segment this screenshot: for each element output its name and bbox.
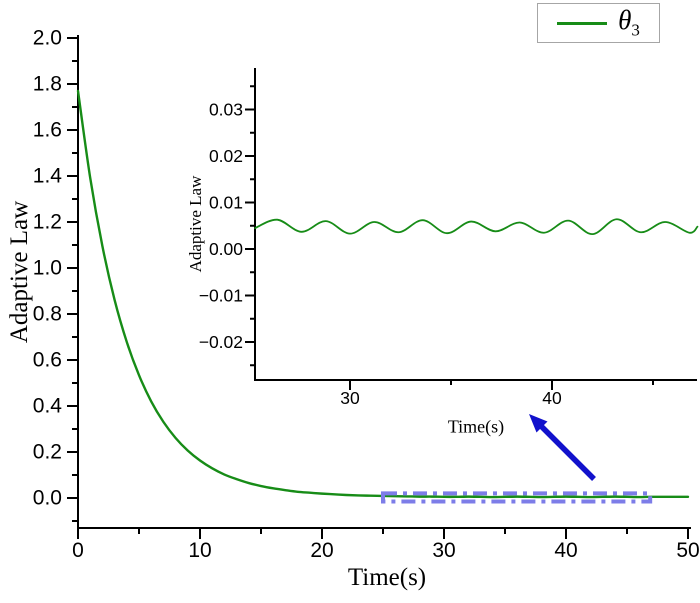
inset-y-axis-title: Adaptive Law (186, 175, 205, 273)
legend-series-line-swatch (557, 21, 608, 25)
main-x-tick-label: 40 (554, 539, 577, 562)
main-x-tick-label: 50 (676, 539, 699, 562)
inset-x-tick-label: 40 (542, 388, 562, 408)
main-y-tick-label: 0.2 (33, 441, 62, 464)
inset-y-tick-label: 0.00 (209, 239, 243, 259)
main-y-tick-label: 1.8 (33, 73, 62, 96)
main-y-tick-label: 0.6 (33, 349, 62, 372)
inset-y-tick-label: −0.01 (199, 286, 243, 306)
main-y-tick-label: 1.6 (33, 119, 62, 142)
legend: θ3 (537, 3, 660, 43)
zoom-region-box (381, 491, 653, 504)
inset-x-axis-title: Time(s) (447, 416, 505, 437)
inset-y-tick-label: 0.03 (209, 100, 243, 120)
main-y-tick-label: 0.8 (33, 303, 62, 326)
main-y-tick-label: 2.0 (33, 27, 62, 50)
inset-y-tick-label: −0.02 (199, 332, 243, 352)
theta-symbol: θ (618, 5, 632, 36)
main-y-tick-label: 1.2 (33, 211, 62, 234)
inset-y-tick-label: 0.01 (209, 193, 243, 213)
main-y-tick-label: 1.0 (33, 257, 62, 280)
inset-axes: −0.02 −0.01 0.00 0.01 0.02 0.03 30 40 (199, 68, 697, 408)
zoom-arrow (529, 414, 596, 481)
main-y-tick-label: 1.4 (33, 165, 63, 188)
main-y-tick-label: 0.4 (33, 395, 63, 418)
inset-x-tick-label: 30 (340, 388, 360, 408)
main-y-tick-label: 0.0 (33, 487, 62, 510)
zoom-arrow-head (529, 414, 548, 433)
inset-y-tick-label: 0.02 (209, 146, 243, 166)
legend-series-label: θ3 (618, 5, 640, 40)
inset-series-curve (254, 218, 699, 236)
main-x-tick-label: 0 (72, 539, 84, 562)
theta-subscript: 3 (631, 20, 640, 40)
main-axes: 0.0 0.2 0.4 0.6 0.8 1.0 1.2 1.4 1.6 1.8 2.0 0 10 20 30… (33, 27, 700, 563)
main-x-tick-label: 10 (188, 539, 211, 562)
main-x-tick-label: 20 (310, 539, 333, 562)
main-y-axis-title: Adaptive Law (6, 200, 33, 344)
main-series-curve (76, 89, 690, 499)
main-x-axis-title: Time(s) (347, 564, 427, 591)
main-x-tick-label: 30 (432, 539, 455, 562)
